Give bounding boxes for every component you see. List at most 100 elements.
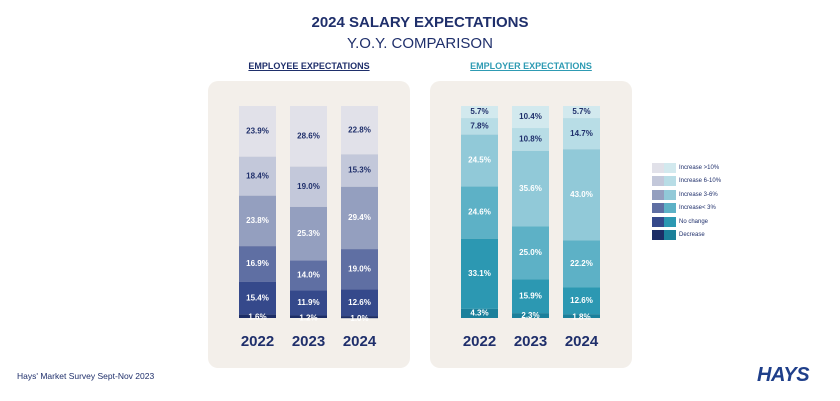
data-label: 29.4% <box>348 213 371 222</box>
year-tick-label: 2022 <box>463 333 496 350</box>
data-label: 22.2% <box>570 259 593 268</box>
data-label: 22.8% <box>348 125 371 134</box>
chart-title: 2024 SALARY EXPECTATIONS <box>311 14 529 31</box>
data-label: 11.9% <box>297 298 319 307</box>
data-label: 19.0% <box>348 264 371 273</box>
year-tick-label: 2022 <box>241 333 274 350</box>
legend-label: Increase >10% <box>679 164 720 171</box>
legend-swatch-employer <box>664 230 676 241</box>
legend-item: Decrease <box>652 229 721 243</box>
legend-label: Increase< 3% <box>679 205 716 212</box>
year-tick-label: 2024 <box>565 333 599 350</box>
data-label: 15.4% <box>246 293 269 302</box>
bar-segment <box>290 315 327 318</box>
data-label: 35.6% <box>519 184 542 193</box>
year-tick-label: 2024 <box>343 333 377 350</box>
legend-swatch-employer <box>664 216 676 227</box>
legend: Increase >10% Increase 6-10% Increase 3-… <box>652 161 721 242</box>
data-label: 18.4% <box>246 171 269 180</box>
bar-segment <box>290 206 327 261</box>
data-label: 23.8% <box>246 216 269 225</box>
bar-segment <box>461 134 498 187</box>
legend-label: Increase 3-6% <box>679 191 718 198</box>
bar-segment <box>341 154 378 187</box>
bar-segment <box>461 186 498 239</box>
bar-segment <box>563 106 600 119</box>
data-label: 12.6% <box>348 298 371 307</box>
bar-segment <box>461 118 498 135</box>
legend-swatch-employer <box>664 162 676 173</box>
bar-segment <box>563 118 600 150</box>
data-label: 1.8% <box>572 312 590 321</box>
bar-segment <box>239 195 276 247</box>
data-label: 33.1% <box>468 269 491 278</box>
employee-panel-title: EMPLOYEE EXPECTATIONS <box>248 61 370 71</box>
bar-segment <box>512 226 549 280</box>
bar-segment <box>512 279 549 314</box>
legend-swatch-employee <box>652 162 664 173</box>
data-label: 43.0% <box>570 190 593 199</box>
bar-segment <box>512 150 549 227</box>
bar-segment <box>239 314 276 318</box>
data-label: 19.0% <box>297 182 320 191</box>
data-label: 15.3% <box>348 166 371 175</box>
data-label: 10.4% <box>519 112 542 121</box>
data-label: 4.3% <box>470 309 488 318</box>
bar-segment <box>290 260 327 291</box>
employer-panel-title: EMPLOYER EXPECTATIONS <box>470 61 592 71</box>
bar-segment <box>341 316 378 319</box>
data-label: 12.6% <box>570 296 593 305</box>
legend-swatch-employee <box>652 189 664 200</box>
legend-label: No change <box>679 218 709 225</box>
legend-item: No change <box>652 215 721 229</box>
bar-segment <box>563 287 600 315</box>
data-label: 24.5% <box>468 156 491 165</box>
legend-item: Increase 6-10% <box>652 175 721 189</box>
data-label: 25.0% <box>519 248 542 257</box>
data-label: 16.9% <box>246 259 269 268</box>
bar-segment <box>461 106 498 119</box>
bar-segment <box>512 106 549 129</box>
data-label: 5.7% <box>470 107 488 116</box>
legend-label: Increase 6-10% <box>679 178 722 185</box>
data-label: 14.0% <box>297 270 320 279</box>
legend-item: Increase< 3% <box>652 202 721 216</box>
data-label: 7.8% <box>470 121 488 130</box>
bar-segment <box>461 308 498 318</box>
data-label: 14.7% <box>570 129 593 138</box>
legend-label: Decrease <box>679 232 705 239</box>
data-label: 2.3% <box>521 311 539 320</box>
bar-segment <box>341 249 378 290</box>
bar-segment <box>563 314 600 318</box>
bar-segment <box>341 186 378 250</box>
bar-segment <box>239 246 276 282</box>
legend-swatch-employee <box>652 203 664 214</box>
data-label: 1.6% <box>248 313 266 322</box>
legend-swatch-employer <box>664 189 676 200</box>
bar-segment <box>290 290 327 316</box>
bar-segment <box>290 166 327 207</box>
hays-logo: HAYS <box>757 364 810 386</box>
data-label: 28.6% <box>297 131 320 140</box>
bar-segment <box>341 106 378 155</box>
bar-segment <box>239 281 276 315</box>
legend-swatch-employee <box>652 230 664 241</box>
data-label: 5.7% <box>572 107 590 116</box>
data-label: 1.0% <box>350 314 368 323</box>
data-label: 1.2% <box>299 314 317 323</box>
legend-swatch-employer <box>664 203 676 214</box>
bar-segment <box>290 106 327 167</box>
legend-swatch-employer <box>664 176 676 187</box>
data-label: 25.3% <box>297 229 320 238</box>
data-label: 24.6% <box>468 208 491 217</box>
bar-segment <box>512 313 549 318</box>
bar-segment <box>563 240 600 288</box>
data-label: 10.8% <box>519 135 542 144</box>
legend-item: Increase >10% <box>652 161 721 175</box>
bar-segment <box>461 238 498 309</box>
bar-segment <box>512 128 549 151</box>
bar-segment <box>239 106 276 157</box>
data-label: 23.9% <box>246 126 269 135</box>
chart-subtitle: Y.O.Y. COMPARISON <box>347 35 493 52</box>
